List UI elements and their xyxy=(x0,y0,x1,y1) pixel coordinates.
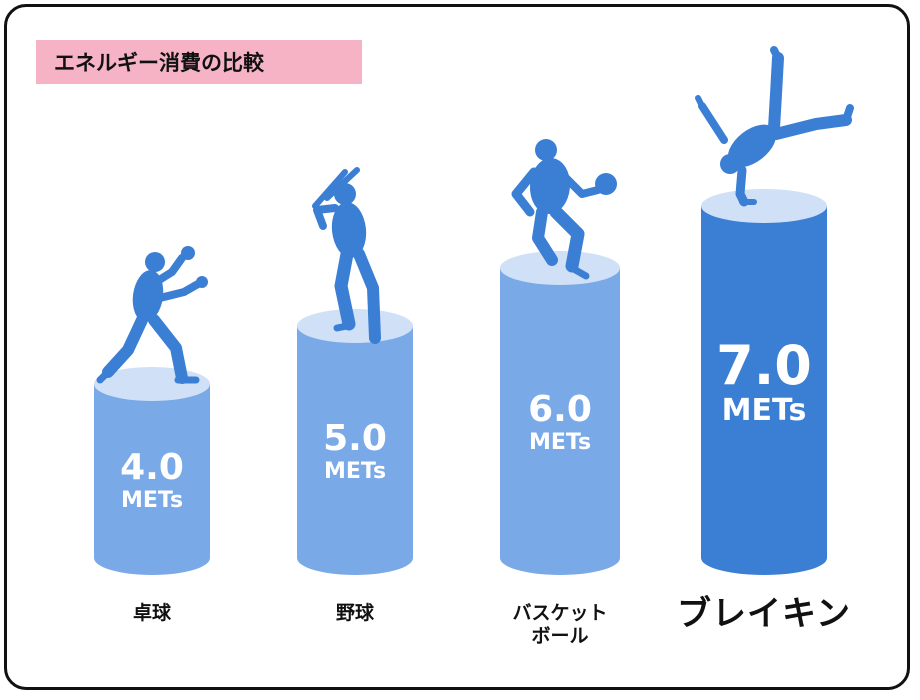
unit-label: METs xyxy=(722,393,807,428)
bar-body xyxy=(94,384,210,575)
baseball-batter-icon xyxy=(312,167,381,344)
chart-title: エネルギー消費の比較 xyxy=(36,40,362,84)
bar-body xyxy=(701,206,827,575)
category-label: ブレイキン xyxy=(677,594,851,634)
category-label: 野球 xyxy=(335,602,374,624)
bar-top xyxy=(701,189,827,223)
bar-top xyxy=(500,251,620,285)
category-label: 卓球 xyxy=(132,602,171,624)
value-label: 5.0 xyxy=(323,418,387,459)
breakdancer-icon xyxy=(695,46,854,207)
value-label: 6.0 xyxy=(528,389,592,430)
category-label: バスケット ボール xyxy=(512,602,608,647)
unit-label: METs xyxy=(324,459,386,484)
unit-label: METs xyxy=(529,430,591,455)
chart-title-text: エネルギー消費の比較 xyxy=(54,51,264,75)
bar-body xyxy=(297,326,413,575)
basketball-player-icon xyxy=(511,139,617,280)
bar-body xyxy=(500,268,620,575)
value-label: 4.0 xyxy=(120,447,184,488)
table-tennis-player-icon xyxy=(96,246,208,384)
value-label: 7.0 xyxy=(716,334,812,397)
unit-label: METs xyxy=(121,488,183,513)
